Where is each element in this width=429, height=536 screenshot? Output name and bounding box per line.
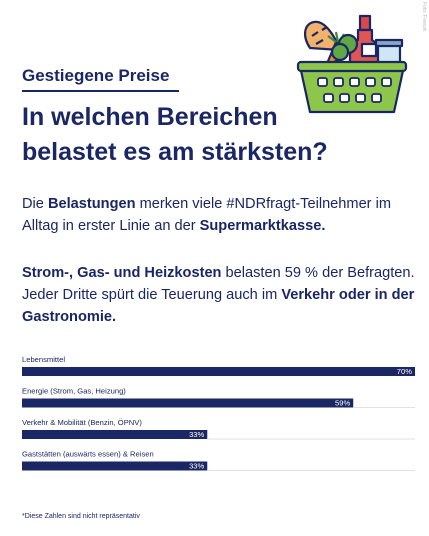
category-label: Verkehr & Mobilität (Benzin, ÖPNV) xyxy=(22,418,142,427)
body-text: belasten 59 % der Befragten. Jeder Dritt… xyxy=(22,265,415,303)
bar xyxy=(22,398,354,408)
bar xyxy=(22,430,208,439)
emphasis-text: Strom-, Gas- und Heizkosten xyxy=(22,265,222,281)
body-text: merken viele #NDRfragt-Teilnehmer im All… xyxy=(22,196,391,234)
body-text: Die xyxy=(22,196,48,212)
intro-paragraph: Die Belastungen merken viele #NDRfragt-T… xyxy=(22,193,417,237)
kicker-label: Gestiegene Preise xyxy=(22,66,170,85)
bar xyxy=(22,367,415,376)
emphasis-text: Supermarktkasse. xyxy=(199,218,326,234)
photo-credit: Foto: Freepik xyxy=(421,2,427,32)
value-label: 70% xyxy=(397,367,412,376)
emphasis-text: Verkehr oder in der Gastronomie. xyxy=(22,287,415,325)
category-label: Energie (Strom, Gas, Heizung) xyxy=(22,387,126,396)
detail-paragraph: Strom-, Gas- und Heizkosten belasten 59 … xyxy=(22,262,417,328)
category-label: Gaststätten (auswärts essen) & Reisen xyxy=(22,450,154,459)
bar-chart: Lebensmittel 70% Energie (Strom, Gas, Heiz… xyxy=(22,355,415,471)
kicker-underline xyxy=(22,90,179,92)
emphasis-text: Belastungen xyxy=(47,196,136,212)
value-label: 59% xyxy=(335,399,350,408)
grocery-basket-icon xyxy=(296,14,408,114)
category-label: Lebensmittel xyxy=(22,355,65,364)
bar xyxy=(22,461,208,471)
page-title: In welchen Bereichen belastet es am stär… xyxy=(22,103,328,166)
footnote: *Diese Zahlen sind nicht repräsentativ xyxy=(22,513,140,520)
value-label: 33% xyxy=(189,462,204,471)
value-label: 33% xyxy=(189,430,204,439)
